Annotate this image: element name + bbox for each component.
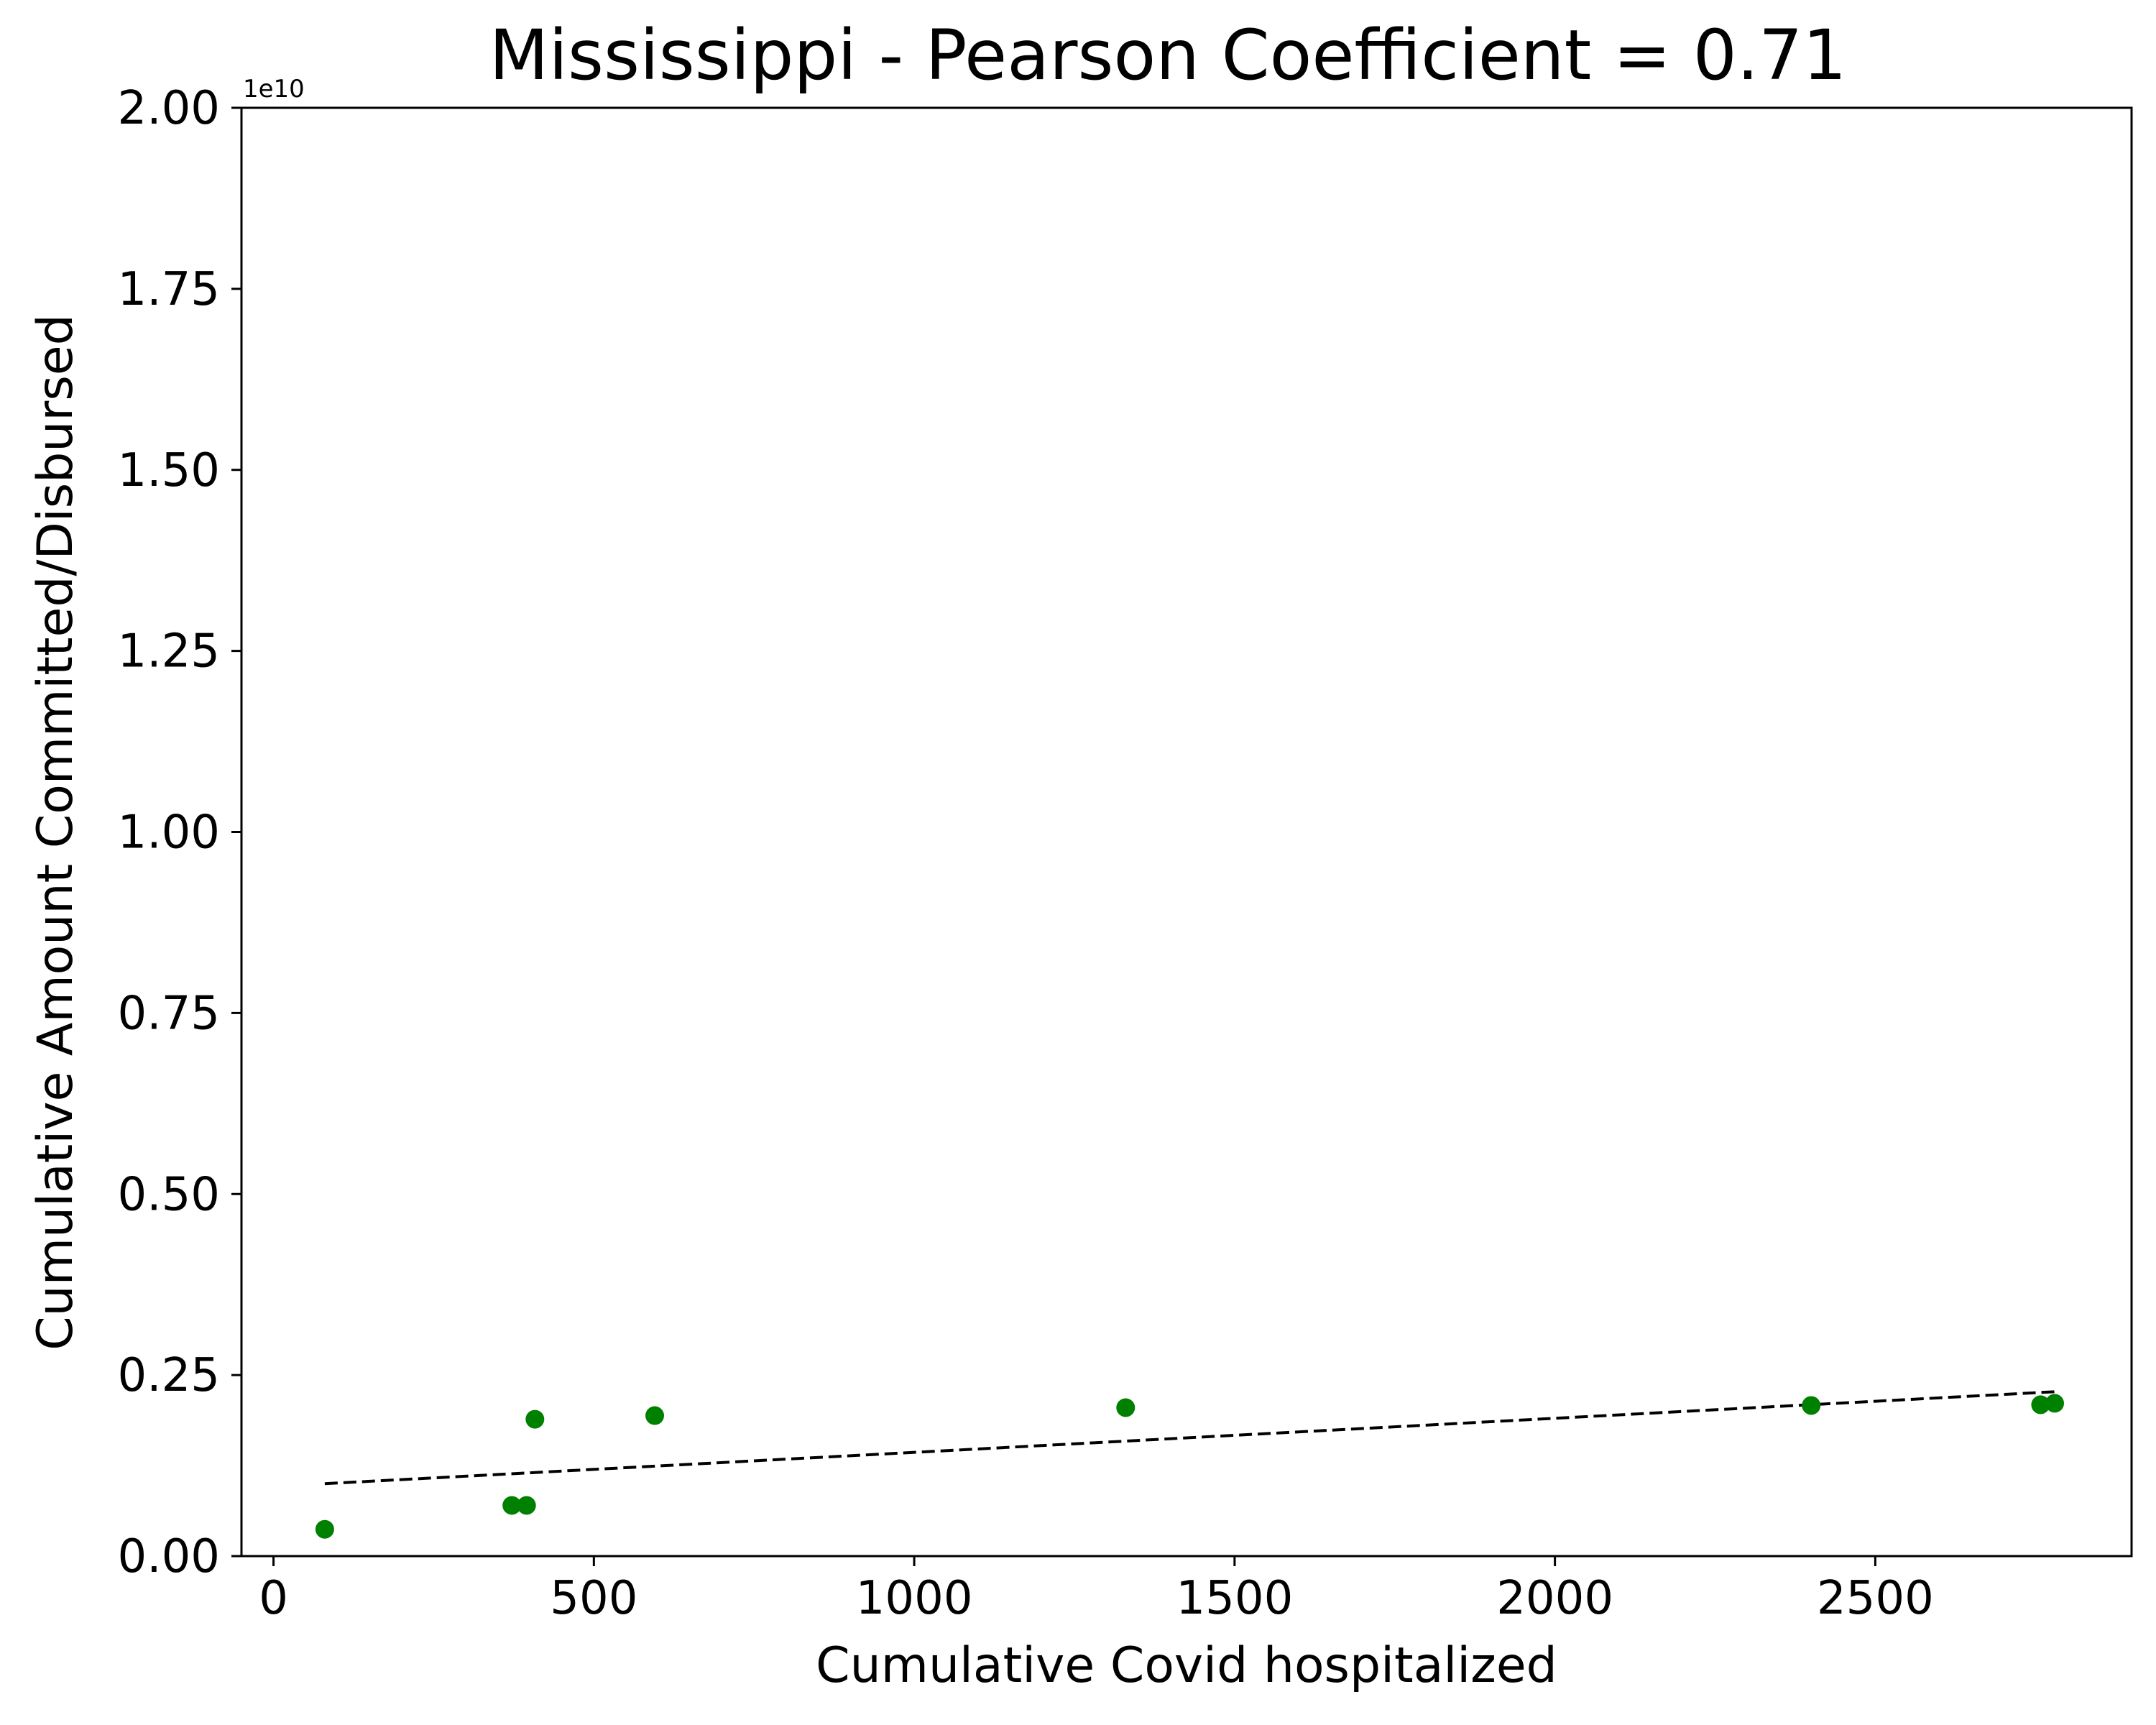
x-axis-label: Cumulative Covid hospitalized [816, 1637, 1557, 1694]
x-tick-label: 500 [550, 1572, 637, 1625]
data-points [315, 1394, 2065, 1539]
data-point [1802, 1396, 1821, 1415]
x-tick-label: 0 [259, 1572, 288, 1625]
y-tick-label: 0.25 [118, 1349, 221, 1402]
x-tick-label: 1500 [1176, 1572, 1293, 1625]
y-tick-label: 0.00 [118, 1530, 221, 1583]
y-axis-label: Cumulative Amount Committed/Disbursed [27, 314, 84, 1351]
x-axis-ticks: 0 500 1000 1500 2000 2500 [259, 1556, 1934, 1625]
y-tick-label: 1.50 [118, 444, 221, 497]
x-tick-label: 1000 [856, 1572, 973, 1625]
y-axis-ticks: 0.00 0.25 0.50 0.75 1.00 1.25 1.50 1.75 2.00 [118, 82, 241, 1583]
y-tick-label: 1.00 [118, 806, 221, 860]
data-point [645, 1406, 665, 1425]
data-point [2031, 1395, 2050, 1414]
plot-frame [240, 106, 2133, 1558]
trend-line [324, 1390, 2055, 1486]
data-point [517, 1496, 536, 1515]
x-tick-label: 2000 [1496, 1572, 1613, 1625]
data-point [525, 1409, 545, 1429]
y-tick-label: 2.00 [118, 82, 221, 135]
data-point [315, 1519, 334, 1539]
y-tick-label: 1.25 [118, 625, 221, 678]
y-offset-label: 1e10 [243, 75, 305, 104]
y-tick-label: 1.75 [118, 263, 221, 316]
data-point [502, 1496, 522, 1515]
chart-title: Mississippi - Pearson Coefficient = 0.71 [489, 15, 1847, 96]
data-point [2045, 1394, 2065, 1413]
x-tick-label: 2500 [1817, 1572, 1934, 1625]
y-tick-label: 0.50 [118, 1168, 221, 1221]
y-tick-label: 0.75 [118, 987, 221, 1040]
data-point [1116, 1398, 1135, 1417]
